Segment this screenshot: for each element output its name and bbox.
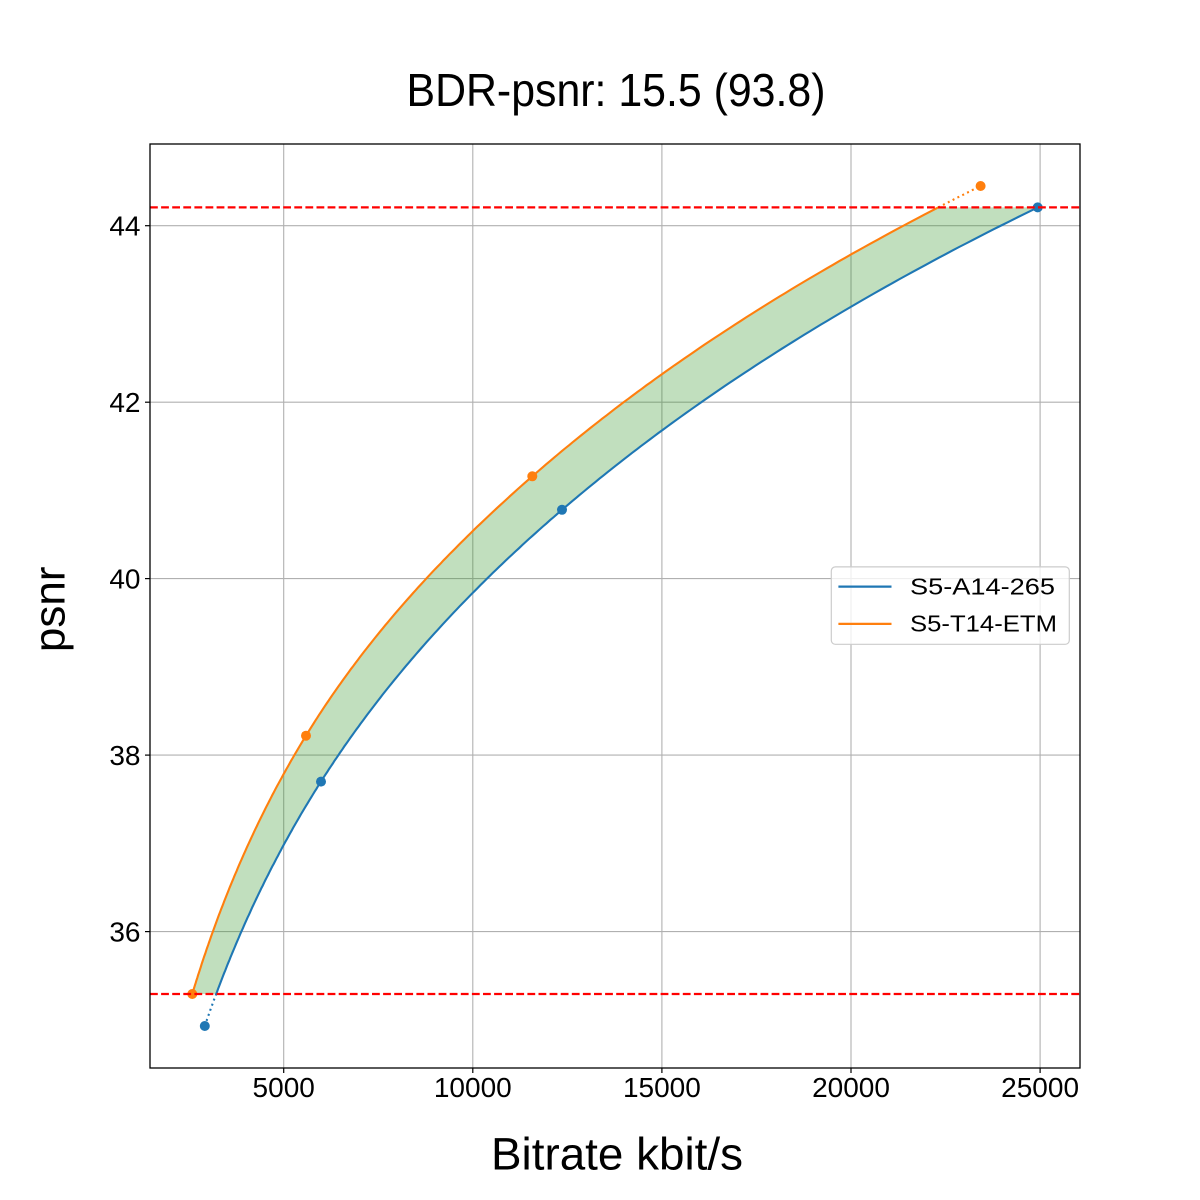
svg-text:BDR-psnr: 15.5 (93.8): BDR-psnr: 15.5 (93.8): [407, 64, 826, 116]
svg-text:40: 40: [109, 564, 140, 595]
svg-text:38: 38: [109, 740, 140, 771]
svg-text:Bitrate kbit/s: Bitrate kbit/s: [491, 1128, 743, 1179]
svg-text:S5-T14-ETM: S5-T14-ETM: [910, 610, 1057, 636]
svg-text:36: 36: [109, 917, 140, 948]
svg-text:42: 42: [109, 387, 140, 418]
svg-text:10000: 10000: [434, 1072, 512, 1103]
svg-text:20000: 20000: [812, 1072, 890, 1103]
svg-text:15000: 15000: [623, 1072, 701, 1103]
svg-text:25000: 25000: [1001, 1072, 1079, 1103]
svg-text:44: 44: [109, 211, 140, 242]
svg-text:S5-A14-265: S5-A14-265: [910, 573, 1055, 599]
svg-text:5000: 5000: [253, 1072, 315, 1103]
svg-text:psnr: psnr: [25, 567, 74, 653]
